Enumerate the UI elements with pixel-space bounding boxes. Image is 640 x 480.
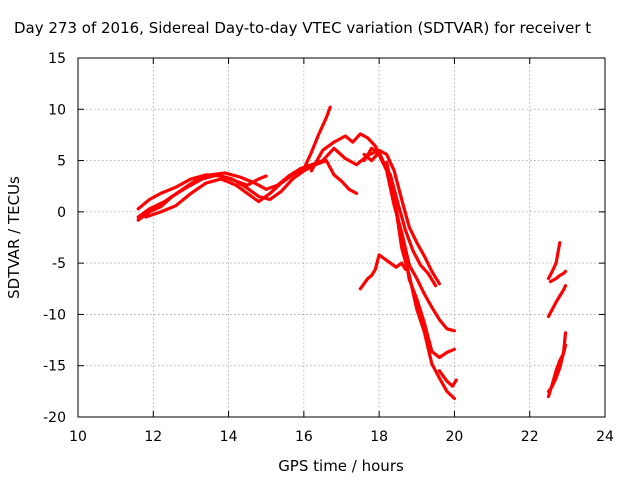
tick-labels: 10 12 14 16 18 20 22 24 15 10 5 0 -5 -10 -15 -20: [43, 51, 614, 445]
y-tick-label: 10: [48, 102, 66, 118]
y-axis-label: SDTVAR / TECUs: [5, 176, 23, 299]
x-tick-label: 14: [220, 429, 238, 445]
x-tick-label: 22: [521, 429, 539, 445]
x-tick-label: 16: [295, 429, 313, 445]
series-trace-4: [144, 105, 332, 219]
axis-ticks: [77, 57, 606, 418]
y-tick-label: -5: [52, 256, 66, 272]
series-trace-13: [546, 284, 568, 319]
x-tick-label: 24: [596, 429, 614, 445]
y-tick-label: 0: [57, 205, 66, 221]
series-trace-11: [546, 331, 568, 393]
series-trace-15: [548, 269, 568, 284]
series-trace-8: [358, 253, 408, 291]
plot-frame: [77, 57, 606, 418]
y-tick-label: 5: [57, 154, 66, 170]
data-series: [136, 105, 568, 401]
y-tick-label: -15: [43, 359, 66, 375]
series-trace-10: [437, 369, 458, 388]
chart-title: Day 273 of 2016, Sidereal Day-to-day VTE…: [14, 19, 591, 37]
y-tick-label: -20: [43, 410, 66, 426]
x-tick-label: 20: [446, 429, 464, 445]
x-tick-label: 10: [69, 429, 87, 445]
x-axis-label: GPS time / hours: [278, 457, 404, 475]
grid: [78, 58, 605, 417]
x-tick-label: 18: [370, 429, 388, 445]
series-trace-9: [385, 161, 456, 401]
series-trace-12: [546, 343, 568, 399]
y-tick-label: 15: [48, 51, 66, 67]
y-tick-label: -10: [43, 307, 66, 323]
x-tick-label: 12: [144, 429, 162, 445]
series-trace-14: [546, 241, 562, 281]
